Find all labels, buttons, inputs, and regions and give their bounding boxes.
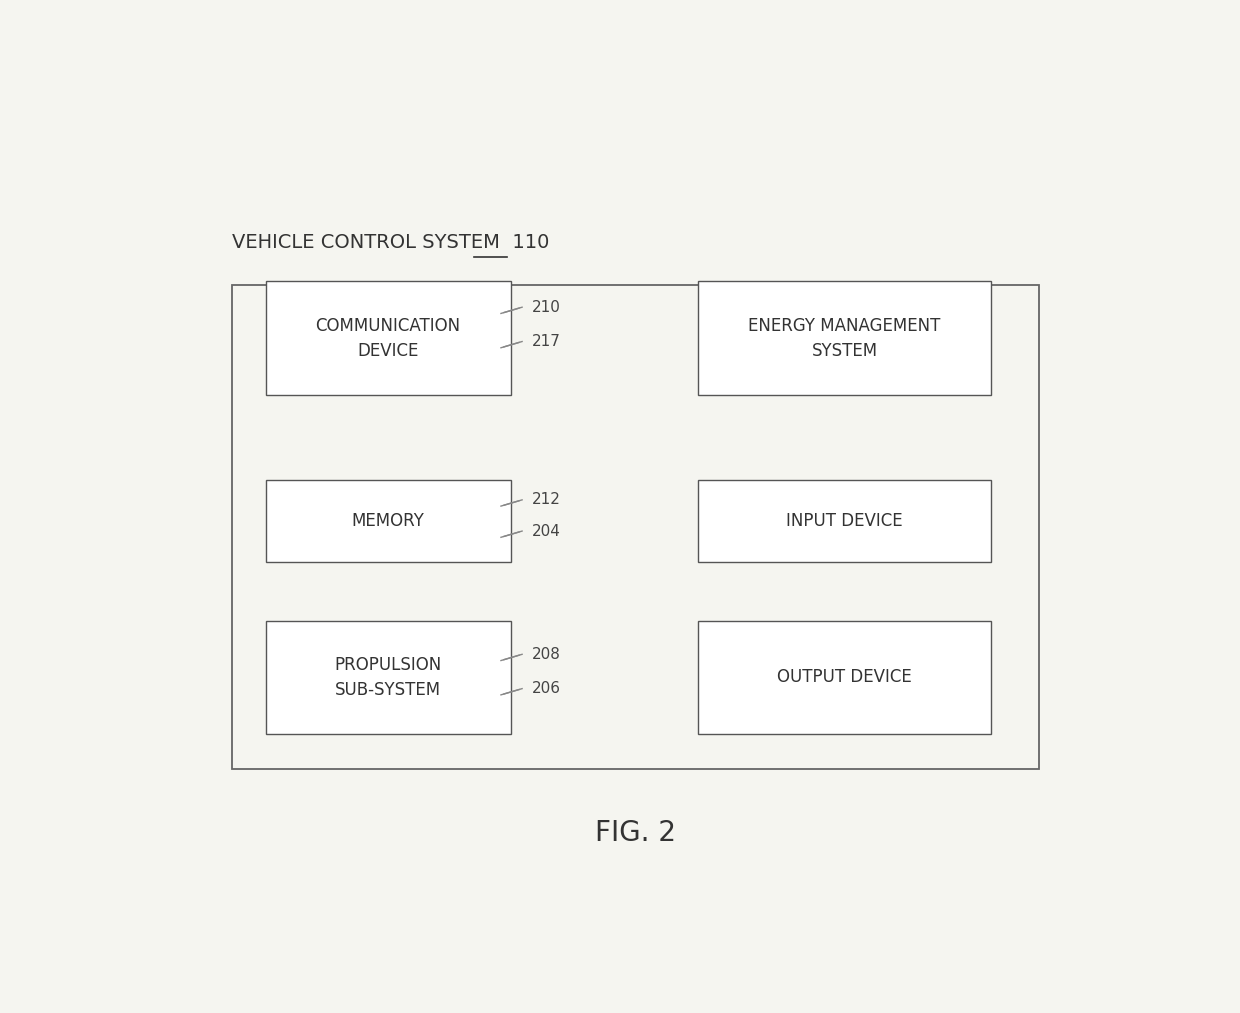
Text: MEMORY: MEMORY <box>352 513 424 531</box>
Text: 212: 212 <box>532 492 560 508</box>
Bar <box>698 621 991 733</box>
Text: FIG. 2: FIG. 2 <box>595 819 676 847</box>
Text: 210: 210 <box>532 300 560 315</box>
Bar <box>265 282 511 395</box>
Text: ENERGY MANAGEMENT
SYSTEM: ENERGY MANAGEMENT SYSTEM <box>748 316 941 360</box>
Text: 208: 208 <box>532 647 560 661</box>
Text: 206: 206 <box>532 681 560 696</box>
Bar <box>265 621 511 733</box>
Text: OUTPUT DEVICE: OUTPUT DEVICE <box>777 669 911 687</box>
Text: VEHICLE CONTROL SYSTEM  110: VEHICLE CONTROL SYSTEM 110 <box>232 233 549 252</box>
Text: 204: 204 <box>532 524 560 539</box>
Text: INPUT DEVICE: INPUT DEVICE <box>786 513 903 531</box>
Bar <box>698 282 991 395</box>
Bar <box>265 480 511 562</box>
Bar <box>232 286 1039 769</box>
Text: COMMUNICATION
DEVICE: COMMUNICATION DEVICE <box>315 316 460 360</box>
Bar <box>698 480 991 562</box>
Text: 217: 217 <box>532 334 560 349</box>
Text: PROPULSION
SUB-SYSTEM: PROPULSION SUB-SYSTEM <box>335 655 441 699</box>
